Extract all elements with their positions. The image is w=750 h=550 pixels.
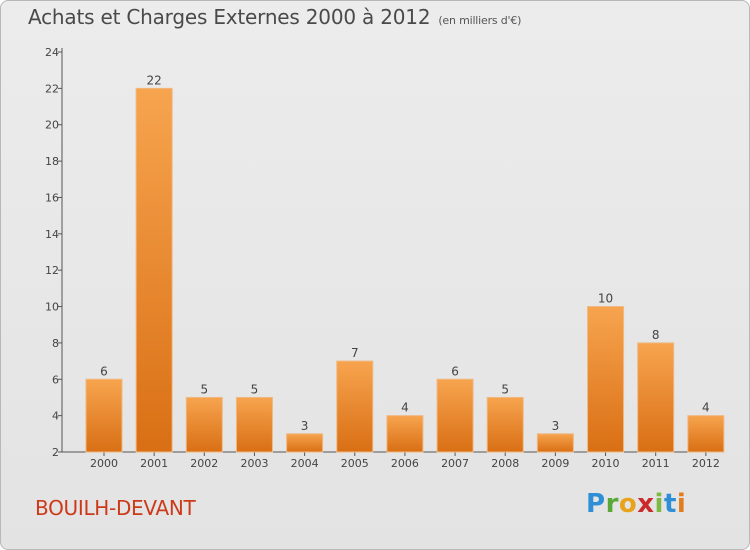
chart-subtitle: (en milliers d'€): [438, 14, 522, 27]
data-label: 22: [147, 73, 162, 87]
bar: [486, 396, 524, 453]
y-tick-label: 16: [45, 191, 59, 204]
y-tick-label: 12: [45, 264, 59, 277]
x-tick-label: 2001: [140, 457, 168, 470]
x-tick-label: 2002: [190, 457, 218, 470]
x-tick-label: 2010: [592, 457, 620, 470]
chart-title: Achats et Charges Externes 2000 à 2012 (e…: [28, 5, 521, 29]
data-label: 5: [501, 382, 509, 396]
y-tick-label: 20: [45, 119, 59, 132]
x-tick-label: 2006: [391, 457, 419, 470]
x-tick-label: 2012: [692, 457, 720, 470]
x-tick-label: 2011: [642, 457, 670, 470]
bar: [386, 415, 424, 453]
bar: [85, 378, 123, 453]
y-tick-label: 22: [45, 82, 59, 95]
data-label: 5: [200, 382, 208, 396]
y-tick-label: 24: [45, 46, 59, 59]
y-tick-label: 10: [45, 301, 59, 314]
x-tick-label: 2003: [240, 457, 268, 470]
x-tick-label: 2008: [491, 457, 519, 470]
bar: [336, 360, 374, 453]
data-label: 10: [598, 292, 613, 306]
data-label: 8: [652, 328, 660, 342]
chart-bars: 6 22 5 5 3 7 4 6 5 3 10 8 4: [85, 73, 725, 453]
x-tick-label: 2009: [541, 457, 569, 470]
y-tick-label: 6: [52, 373, 59, 386]
bar: [687, 415, 725, 453]
data-label: 3: [301, 419, 309, 433]
y-tick-label: 14: [45, 228, 59, 241]
bar: [536, 433, 574, 453]
x-tick-label: 2007: [441, 457, 469, 470]
bar: [185, 396, 223, 453]
chart-title-text: Achats et Charges Externes 2000 à 2012: [28, 5, 431, 29]
bar: [587, 306, 625, 453]
x-tick-label: 2004: [291, 457, 319, 470]
bar: [637, 342, 675, 453]
x-tick-label: 2000: [90, 457, 118, 470]
data-label: 7: [351, 346, 359, 360]
commune-name: BOUILH-DEVANT: [35, 496, 196, 520]
proxiti-logo: Proxiti: [586, 489, 687, 519]
bar: [135, 87, 173, 453]
y-tick-label: 2: [52, 446, 59, 459]
data-label: 6: [451, 364, 459, 378]
data-label: 4: [401, 401, 409, 415]
data-label: 3: [552, 419, 560, 433]
y-tick-label: 8: [52, 337, 59, 350]
data-label: 5: [251, 382, 259, 396]
bar: [235, 396, 273, 453]
y-tick-label: 4: [52, 410, 59, 423]
bar: [286, 433, 324, 453]
data-label: 6: [100, 364, 108, 378]
data-label: 4: [702, 401, 710, 415]
x-tick-label: 2005: [341, 457, 369, 470]
y-tick-label: 18: [45, 155, 59, 168]
bar: [436, 378, 474, 453]
